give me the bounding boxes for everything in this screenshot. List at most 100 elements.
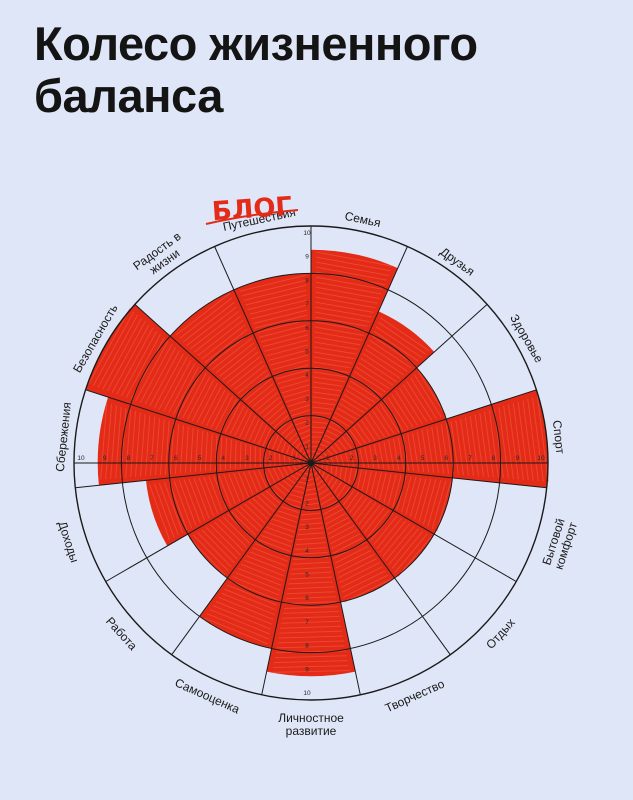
segment-label-text: Творчество xyxy=(383,677,447,716)
segment-scribble xyxy=(88,308,306,462)
scale-number: 3 xyxy=(245,455,249,462)
wheel-spoke xyxy=(171,462,312,655)
scale-number: 2 xyxy=(305,420,309,427)
scale-number: 1 xyxy=(326,455,330,462)
scale-number: 8 xyxy=(492,455,496,462)
wheel-spoke xyxy=(261,462,312,695)
segment-fill xyxy=(311,463,435,578)
wheel-spoke xyxy=(310,389,537,464)
segment-fill xyxy=(85,304,311,463)
blog-note-text: БЛОГ xyxy=(211,192,293,228)
scale-number: 1 xyxy=(305,477,309,484)
scale-number: 2 xyxy=(350,455,354,462)
scale-number: 10 xyxy=(537,455,545,462)
wheel-fills xyxy=(85,249,549,677)
segment-scribble xyxy=(315,466,432,577)
scale-number: 9 xyxy=(305,254,309,261)
segment-label-text: Сбережения xyxy=(53,402,74,473)
segment-label: Семья xyxy=(344,209,382,230)
scale-number: 6 xyxy=(305,595,309,602)
scale-number: 10 xyxy=(303,690,311,697)
segment-scribble xyxy=(148,463,306,540)
segment-label: Сбережения xyxy=(53,402,74,473)
segment-label-text: Самооценка xyxy=(173,675,242,716)
wheel-spokes xyxy=(74,226,548,695)
segment-scribble xyxy=(310,251,393,458)
scale-number: 2 xyxy=(269,455,273,462)
wheel-spoke xyxy=(310,304,488,464)
scale-number: 7 xyxy=(468,455,472,462)
segment-scribble xyxy=(312,467,392,603)
segment-label-text: Личностное xyxy=(278,711,344,725)
segment-scribble xyxy=(316,463,452,532)
segment-scribble xyxy=(316,395,549,482)
title-line-1: Колесо жизненного xyxy=(34,17,478,70)
scale-number: 5 xyxy=(198,455,202,462)
scale-number: 7 xyxy=(305,301,309,308)
segment-label-text: Работа xyxy=(103,614,140,653)
segment-fill xyxy=(311,311,435,463)
segment-scribble xyxy=(315,371,447,461)
scale-number: 1 xyxy=(305,443,309,450)
wheel-spoke xyxy=(310,462,547,489)
segment-scribble xyxy=(188,466,308,576)
segment-label: Друзья xyxy=(437,244,477,278)
scale-number: 4 xyxy=(397,455,401,462)
segment-scribble xyxy=(239,274,312,458)
segment-label-text: Друзья xyxy=(437,244,477,278)
segment-label: Творчество xyxy=(383,677,447,716)
segment-fill xyxy=(311,463,453,535)
segment-label: Работа xyxy=(103,614,140,653)
scale-number: 6 xyxy=(444,455,448,462)
segment-scribble xyxy=(175,292,309,460)
segment-label: Доходы xyxy=(55,519,82,564)
scale-number: 9 xyxy=(305,666,309,673)
scale-number: 10 xyxy=(303,230,311,237)
scale-number: 3 xyxy=(373,455,377,462)
scale-number: 2 xyxy=(305,500,309,507)
scale-number: 8 xyxy=(305,643,309,650)
scale-number: 3 xyxy=(305,524,309,531)
scale-number: 10 xyxy=(77,455,85,462)
segment-label: Спорт xyxy=(550,419,568,455)
segment-label-text: Спорт xyxy=(550,419,568,455)
scale-number: 8 xyxy=(127,455,131,462)
scale-number: 1 xyxy=(292,455,296,462)
wheel-center xyxy=(308,460,314,466)
scale-number: 4 xyxy=(221,455,225,462)
scale-number: 5 xyxy=(305,572,309,579)
wheel-spoke xyxy=(310,462,451,655)
page-title: Колесо жизненного баланса xyxy=(34,18,478,122)
scale-number: 7 xyxy=(305,619,309,626)
scale-number: 9 xyxy=(515,455,519,462)
scale-number: 6 xyxy=(305,325,309,332)
segment-label-text: Доходы xyxy=(55,519,82,564)
scale-number: 4 xyxy=(305,548,309,555)
wheel-spoke xyxy=(134,304,312,464)
scale-number: 4 xyxy=(305,372,309,379)
segment-fill xyxy=(199,463,311,649)
wheel-spoke xyxy=(75,462,312,489)
segment-label-text: Семья xyxy=(344,209,382,230)
title-line-2: баланса xyxy=(34,69,223,122)
scale-number: 7 xyxy=(150,455,154,462)
wheel-scale-numbers: 1 2 3 4 5 6 7 8 9 10 1 2 3 4 5 6 7 8 9 10 1 2 3 4 5 6 7 8 9 10 1 2 3 4 5 6 7… xyxy=(77,230,545,697)
scale-number: 9 xyxy=(103,455,107,462)
wheel-spoke xyxy=(310,246,408,464)
segment-scribble xyxy=(100,402,306,480)
segment-label-text: развитие xyxy=(286,724,337,738)
wheel-spoke xyxy=(310,462,517,582)
scale-number: 3 xyxy=(305,396,309,403)
segment-scribble xyxy=(272,468,350,673)
blog-underline xyxy=(205,209,299,225)
wheel-spoke xyxy=(310,462,361,695)
segment-scribble xyxy=(313,317,430,459)
segment-scribble xyxy=(204,468,310,645)
scale-number: 5 xyxy=(305,349,309,356)
wheel-spoke xyxy=(214,246,312,464)
scale-number: 8 xyxy=(305,277,309,284)
